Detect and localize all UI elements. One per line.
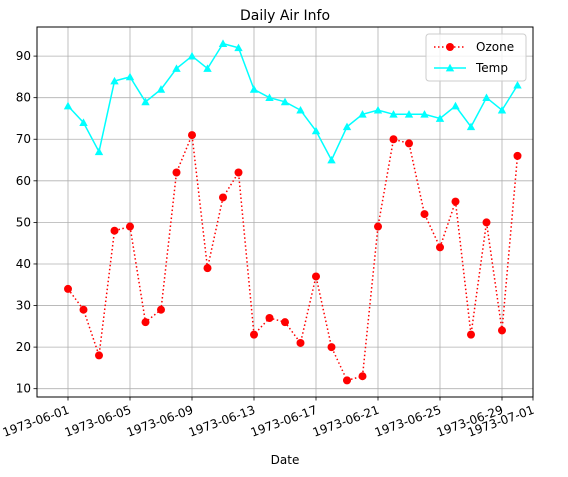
data-point-ozone: [110, 226, 119, 235]
y-tick-label: 90: [16, 49, 31, 63]
y-tick-label: 20: [16, 340, 31, 354]
data-point-ozone: [265, 314, 274, 323]
data-point-temp: [79, 118, 88, 126]
data-point-ozone: [157, 305, 165, 314]
data-point-ozone: [482, 218, 491, 227]
data-point-temp: [420, 110, 429, 118]
data-point-ozone: [358, 372, 367, 381]
series-ozone: [64, 131, 522, 385]
data-point-temp: [94, 147, 104, 156]
data-point-ozone: [172, 168, 181, 177]
data-point-ozone: [327, 343, 336, 352]
data-point-temp: [234, 43, 243, 52]
data-point-ozone: [498, 326, 506, 335]
legend: Ozone Temp: [425, 33, 527, 82]
data-point-temp: [373, 105, 383, 114]
data-point-ozone: [188, 131, 196, 140]
data-point-temp: [156, 85, 166, 93]
data-point-ozone: [405, 139, 413, 148]
series-temp: [63, 39, 522, 164]
data-point-temp: [187, 51, 197, 60]
data-point-ozone: [234, 168, 243, 177]
data-point-temp: [249, 85, 259, 93]
data-point-ozone: [389, 135, 398, 144]
data-point-temp: [327, 155, 336, 164]
data-point-ozone: [250, 330, 258, 339]
data-point-temp: [280, 97, 290, 106]
y-tick-label: 80: [16, 91, 31, 105]
series-line-ozone: [67, 132, 519, 382]
legend-label: Temp: [475, 61, 508, 75]
data-point-temp: [451, 101, 460, 110]
data-point-ozone: [126, 222, 134, 231]
chart-title: Daily Air Info: [240, 8, 330, 24]
grid: [37, 27, 534, 397]
data-point-ozone: [141, 318, 150, 327]
series-layer: [63, 39, 522, 385]
y-tick-label: 40: [16, 257, 31, 271]
data-point-temp: [125, 72, 135, 81]
data-point-temp: [389, 110, 398, 118]
data-point-ozone: [79, 305, 88, 314]
data-point-temp: [311, 126, 321, 135]
data-point-ozone: [420, 210, 429, 219]
y-tick-label: 60: [16, 174, 31, 188]
data-point-ozone: [296, 338, 305, 347]
data-point-temp: [482, 93, 491, 102]
data-point-ozone: [374, 222, 382, 231]
data-point-ozone: [64, 284, 72, 293]
data-point-ozone: [281, 318, 289, 327]
data-point-temp: [203, 64, 212, 72]
plot-frame: [36, 26, 534, 398]
data-point-ozone: [219, 193, 227, 202]
legend-label: Ozone: [476, 40, 514, 54]
data-point-temp: [466, 122, 476, 131]
legend-marker: [445, 63, 455, 72]
data-point-temp: [513, 81, 522, 89]
data-point-temp: [63, 101, 73, 110]
data-point-ozone: [312, 272, 320, 281]
data-point-ozone: [451, 197, 460, 206]
data-point-temp: [358, 110, 367, 118]
y-tick-label: 70: [16, 132, 31, 146]
data-point-temp: [497, 105, 507, 114]
data-point-temp: [296, 105, 305, 114]
data-point-ozone: [513, 151, 522, 160]
series-line-temp: [67, 42, 519, 162]
data-point-temp: [110, 76, 119, 85]
x-axis-label: Date: [271, 453, 300, 467]
data-point-temp: [265, 93, 274, 102]
y-tick-label: 10: [16, 382, 31, 396]
data-point-ozone: [203, 264, 212, 273]
y-tick-label: 30: [16, 299, 31, 313]
data-point-temp: [172, 64, 181, 72]
data-point-temp: [404, 110, 414, 118]
data-point-ozone: [343, 376, 351, 385]
data-point-ozone: [436, 243, 444, 252]
y-tick-label: 50: [16, 215, 31, 229]
data-point-ozone: [467, 330, 475, 339]
data-point-temp: [342, 122, 352, 131]
data-point-temp: [141, 97, 150, 106]
legend-marker: [446, 43, 454, 51]
data-point-ozone: [95, 351, 103, 360]
data-point-temp: [218, 39, 228, 47]
data-point-temp: [435, 114, 445, 122]
